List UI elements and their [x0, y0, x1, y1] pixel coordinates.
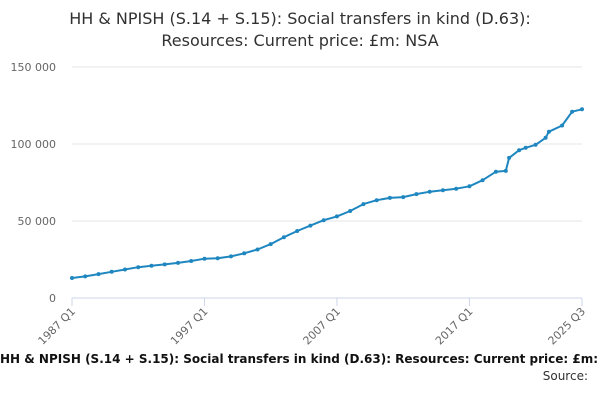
- x-tick-label: 2017 Q1: [433, 305, 476, 348]
- data-point: [96, 272, 101, 277]
- series-line: [71, 108, 583, 279]
- data-point: [149, 263, 154, 268]
- data-point: [202, 256, 207, 261]
- data-point: [321, 218, 326, 223]
- x-tick-label: 1987 Q1: [36, 305, 79, 348]
- data-point: [523, 145, 528, 150]
- data-point: [517, 148, 522, 153]
- data-point: [162, 262, 167, 267]
- gridlines: [72, 66, 582, 222]
- data-point: [189, 259, 194, 263]
- data-point: [570, 109, 575, 114]
- x-axis: 1987 Q1 1997 Q1 2007 Q1 2017 Q1 2025 Q3: [36, 297, 589, 348]
- data-point: [454, 186, 459, 191]
- data-point: [507, 155, 512, 160]
- data-point: [215, 256, 220, 261]
- data-point: [255, 247, 260, 252]
- data-point: [493, 169, 498, 174]
- source-label: Source:: [542, 369, 588, 383]
- data-point: [268, 242, 273, 247]
- y-axis-tick-labels: 0 50 000 100 000 150 000: [11, 61, 57, 305]
- data-point: [123, 267, 127, 272]
- data-point: [533, 142, 538, 147]
- chart-caption: HH & NPISH (S.14 + S.15): Social transfe…: [0, 352, 600, 366]
- x-tick-label: 1997 Q1: [168, 305, 211, 348]
- data-point: [334, 214, 339, 219]
- series-layer: [70, 107, 584, 280]
- data-point: [414, 192, 419, 197]
- data-point: [109, 269, 114, 274]
- data-point: [70, 276, 74, 280]
- data-point: [83, 274, 88, 279]
- data-point: [467, 184, 472, 189]
- data-point: [387, 195, 392, 200]
- data-point: [427, 189, 432, 194]
- data-point: [560, 123, 565, 128]
- data-point: [440, 188, 445, 193]
- data-point: [348, 209, 353, 213]
- data-point: [281, 235, 286, 240]
- data-point: [480, 178, 485, 183]
- data-point: [295, 229, 300, 233]
- y-tick-label: 100 000: [11, 138, 57, 151]
- chart-title-line-2: Resources: Current price: £m: NSA: [161, 31, 439, 50]
- y-tick-label: 0: [49, 292, 56, 305]
- data-point: [580, 107, 584, 112]
- x-tick-label: 2007 Q1: [301, 305, 344, 348]
- chart-title-line-1: HH & NPISH (S.14 + S.15): Social transfe…: [69, 9, 531, 28]
- data-point: [503, 168, 508, 173]
- data-point: [229, 254, 233, 259]
- data-point: [546, 129, 551, 134]
- data-point: [176, 260, 180, 265]
- data-point: [361, 202, 366, 207]
- y-tick-label: 150 000: [11, 61, 57, 74]
- data-point: [308, 223, 313, 228]
- chart-title: HH & NPISH (S.14 + S.15): Social transfe…: [0, 8, 600, 52]
- data-point: [242, 251, 247, 256]
- y-tick-label: 50 000: [18, 215, 57, 228]
- data-point: [543, 135, 548, 140]
- x-tick-label: 2025 Q3: [546, 305, 589, 348]
- data-point: [374, 198, 379, 203]
- data-point: [401, 195, 406, 200]
- data-point: [136, 265, 141, 270]
